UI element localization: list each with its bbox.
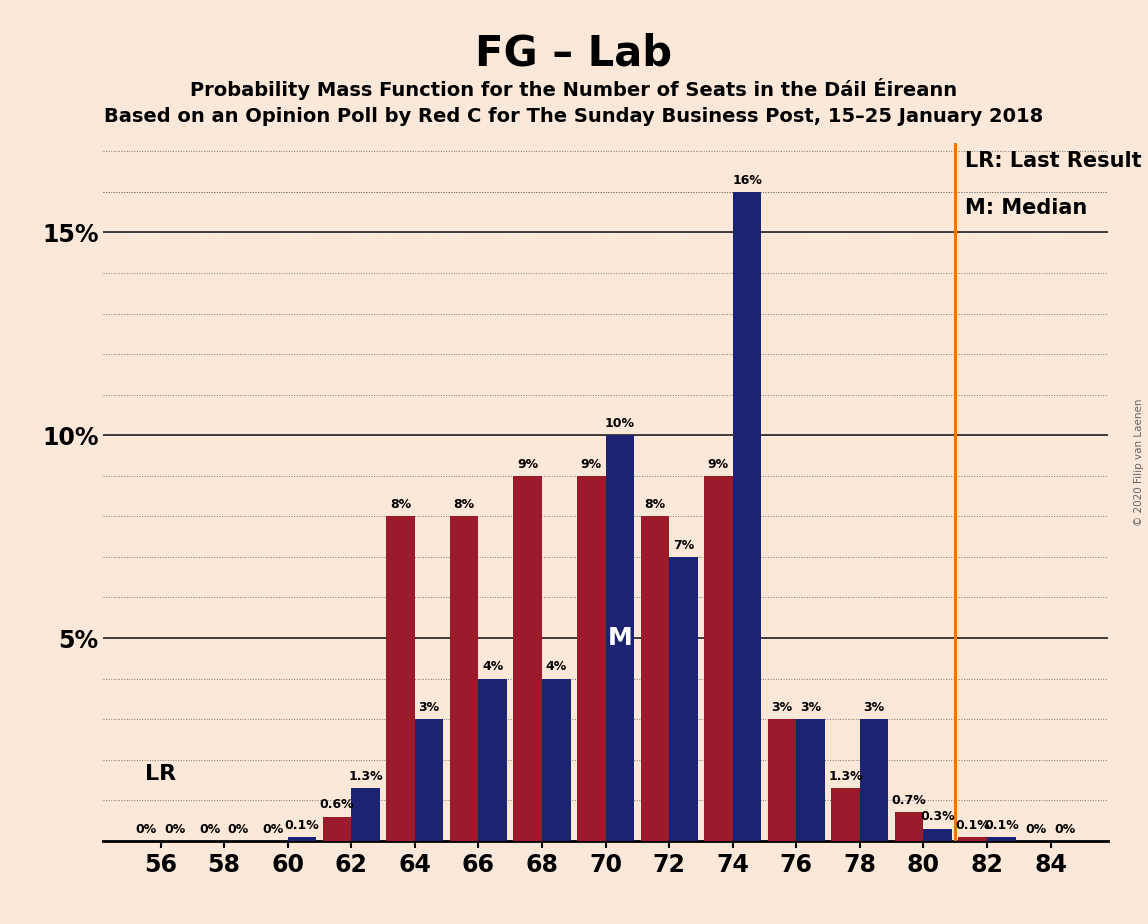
Bar [923,829,952,841]
Text: 9%: 9% [581,457,602,470]
Bar [797,719,825,841]
Bar [386,517,414,841]
Bar [450,517,479,841]
Text: 4%: 4% [482,661,503,674]
Text: © 2020 Filip van Laenen: © 2020 Filip van Laenen [1134,398,1143,526]
Text: 8%: 8% [390,498,411,511]
Text: 0%: 0% [263,822,284,835]
Text: 3%: 3% [419,701,440,714]
Bar [860,719,889,841]
Bar [732,192,761,841]
Bar [959,837,987,841]
Bar [606,435,634,841]
Bar [669,557,698,841]
Bar [414,719,443,841]
Text: 0.6%: 0.6% [319,798,355,811]
Bar [542,678,571,841]
Text: M: M [607,626,633,650]
Text: LR: LR [145,764,176,784]
Text: Probability Mass Function for the Number of Seats in the Dáil Éireann: Probability Mass Function for the Number… [191,78,957,100]
Text: 1.3%: 1.3% [348,770,383,783]
Bar [987,837,1016,841]
Bar [704,476,732,841]
Text: 16%: 16% [732,174,762,187]
Text: M: Median: M: Median [964,198,1087,218]
Text: 0.3%: 0.3% [921,810,955,823]
Text: LR: Last Result: LR: Last Result [964,152,1141,171]
Bar [513,476,542,841]
Text: 0.1%: 0.1% [955,819,990,832]
Text: 10%: 10% [605,417,635,430]
Bar [894,812,923,841]
Text: 0%: 0% [1025,822,1047,835]
Bar [768,719,797,841]
Text: 0%: 0% [1054,822,1076,835]
Text: 8%: 8% [644,498,666,511]
Text: 7%: 7% [673,539,695,552]
Text: FG – Lab: FG – Lab [475,32,673,74]
Bar [288,837,317,841]
Text: 3%: 3% [771,701,792,714]
Text: Based on an Opinion Poll by Red C for The Sunday Business Post, 15–25 January 20: Based on an Opinion Poll by Red C for Th… [104,107,1044,127]
Bar [351,788,380,841]
Text: 1.3%: 1.3% [828,770,863,783]
Text: 0%: 0% [135,822,157,835]
Bar [577,476,606,841]
Text: 0%: 0% [164,822,186,835]
Bar [479,678,507,841]
Text: 8%: 8% [453,498,474,511]
Text: 9%: 9% [517,457,538,470]
Text: 0.1%: 0.1% [285,819,319,832]
Text: 4%: 4% [545,661,567,674]
Bar [831,788,860,841]
Text: 0.7%: 0.7% [892,794,926,808]
Text: 0.1%: 0.1% [984,819,1018,832]
Text: 3%: 3% [800,701,821,714]
Bar [323,817,351,841]
Text: 3%: 3% [863,701,885,714]
Bar [641,517,669,841]
Text: 9%: 9% [708,457,729,470]
Text: 0%: 0% [200,822,220,835]
Text: 0%: 0% [227,822,249,835]
